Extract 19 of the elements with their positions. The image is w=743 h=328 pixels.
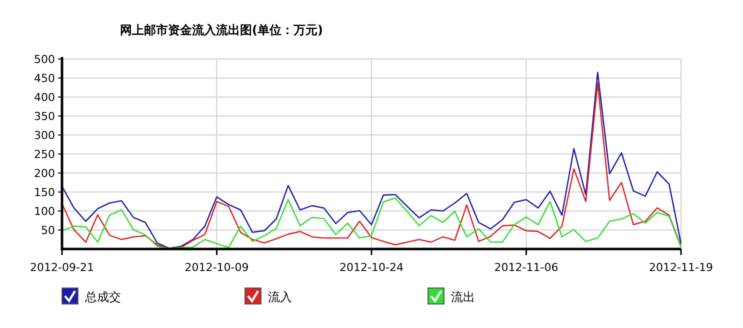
y-tick-label: 500 (34, 53, 55, 66)
x-tick-label: 2012-10-24 (340, 261, 404, 274)
y-tick-label: 250 (34, 148, 55, 161)
x-tick-label: 2012-09-21 (30, 261, 94, 274)
y-tick-label: 300 (34, 129, 55, 142)
x-tick-label: 2012-11-19 (649, 261, 713, 274)
legend-label: 总成交 (84, 290, 121, 304)
y-tick-label: 100 (34, 205, 55, 218)
y-tick-label: 450 (34, 72, 55, 85)
y-tick-label: 200 (34, 167, 55, 180)
legend-label: 流入 (268, 290, 292, 304)
legend-label: 流出 (451, 290, 475, 304)
y-tick-label: 350 (34, 110, 55, 123)
y-tick-label: 400 (34, 91, 55, 104)
y-tick-label: 50 (41, 224, 55, 237)
x-tick-label: 2012-10-09 (184, 261, 249, 274)
y-tick-label: 150 (34, 186, 55, 199)
chart-title: 网上邮市资金流入流出图(单位：万元) (120, 23, 323, 37)
x-tick-label: 2012-11-06 (494, 261, 558, 274)
